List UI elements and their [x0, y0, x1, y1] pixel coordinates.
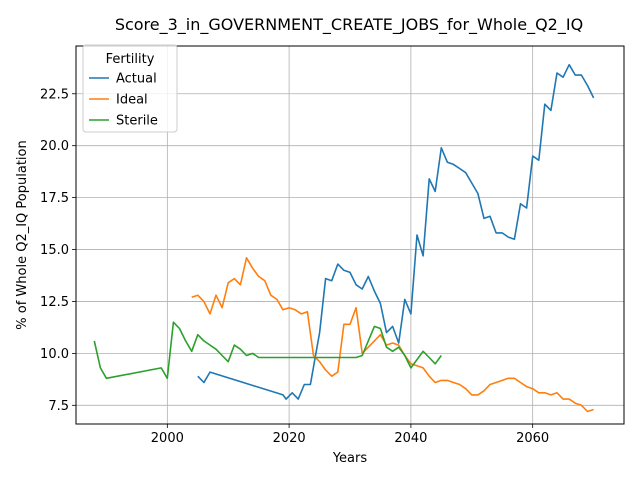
series-line-actual	[197, 63, 595, 400]
legend-title: Fertility	[106, 52, 155, 67]
y-tick-label: 12.5	[40, 295, 69, 310]
plot-frame	[75, 45, 625, 425]
x-tick-label: 2060	[516, 431, 549, 446]
x-tick-label: 2000	[151, 431, 184, 446]
x-tick-label: 2040	[394, 431, 427, 446]
legend-label-sterile: Sterile	[116, 114, 158, 129]
y-tick-label: 20.0	[40, 139, 69, 154]
y-axis-label: % of Whole Q2_IQ Population	[15, 140, 30, 329]
series-line-sterile	[93, 321, 442, 380]
legend-entries: Actual Ideal Sterile	[89, 72, 158, 129]
grid	[76, 46, 624, 424]
legend-box	[82, 44, 178, 133]
y-tick-label: 15.0	[40, 243, 69, 258]
legend: Fertility Actual Ideal Sterile	[82, 44, 178, 133]
axis-ticks: 2000 2020 2040 2060 7.5 10.0 12.5 15.0 17.5 20.0 2…	[40, 87, 549, 446]
x-tick-label: 2020	[273, 431, 306, 446]
y-tick-label: 10.0	[40, 347, 69, 362]
x-axis-label: Years	[332, 451, 368, 466]
y-tick-label: 22.5	[40, 87, 69, 102]
legend-label-actual: Actual	[116, 72, 157, 87]
y-tick-label: 7.5	[48, 399, 69, 414]
y-tick-label: 17.5	[40, 191, 69, 206]
legend-label-ideal: Ideal	[116, 93, 148, 108]
series-line-ideal	[191, 256, 594, 413]
chart-title: Score_3_in_GOVERNMENT_CREATE_JOBS_for_Wh…	[115, 15, 583, 35]
series-lines	[93, 63, 595, 413]
